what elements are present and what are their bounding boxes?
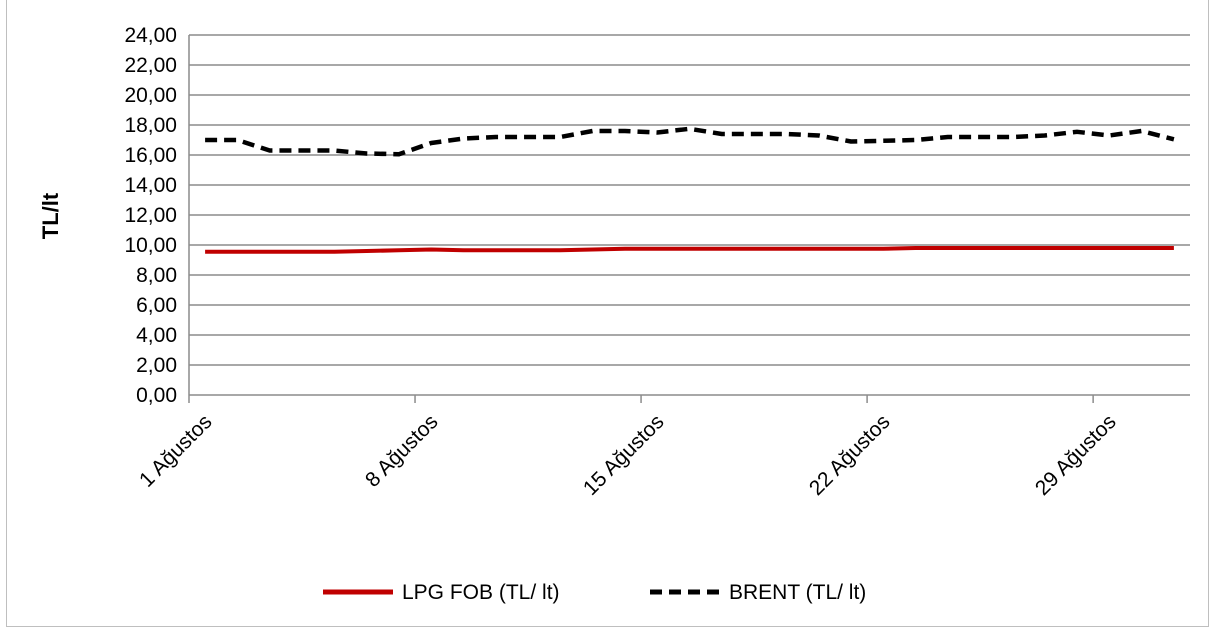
- y-tick-label: 12,00: [124, 204, 177, 227]
- series-line-lpg-fob: [205, 246, 1174, 254]
- y-tick-label: 18,00: [124, 114, 177, 137]
- y-tick-label: 6,00: [136, 294, 177, 317]
- x-tick-labels: 1 Ağustos 8 Ağustos 15 Ağustos 22 Ağustos 29…: [135, 410, 1121, 500]
- legend-label-lpg-fob: LPG FOB (TL/ lt): [402, 581, 560, 604]
- axes: [188, 35, 1190, 403]
- y-tick-label: 2,00: [136, 354, 177, 377]
- x-tick-label: 8 Ağustos: [361, 410, 442, 491]
- y-tick-label: 16,00: [124, 144, 177, 167]
- y-tick-labels: 0,00 2,00 4,00 6,00 8,00 10,00 12,00 14,00 16,00…: [124, 24, 177, 407]
- legend: LPG FOB (TL/ lt) BRENT (TL/ lt): [323, 581, 866, 604]
- y-tick-label: 24,00: [124, 24, 177, 47]
- y-tick-label: 8,00: [136, 264, 177, 287]
- y-axis-label: TL/lt: [38, 192, 63, 239]
- x-tick-label: 22 Ağustos: [805, 410, 895, 500]
- series-lines: [205, 126, 1175, 254]
- y-tick-label: 14,00: [124, 174, 177, 197]
- y-tick-label: 20,00: [124, 84, 177, 107]
- x-tick-label: 15 Ağustos: [579, 410, 669, 500]
- y-tick-label: 22,00: [124, 54, 177, 77]
- x-tick-label: 29 Ağustos: [1031, 410, 1121, 500]
- gridlines: [189, 34, 1190, 366]
- y-tick-label: 0,00: [136, 384, 177, 407]
- y-tick-label: 10,00: [124, 234, 177, 257]
- legend-label-brent: BRENT (TL/ lt): [729, 581, 866, 604]
- x-tick-label: 1 Ağustos: [135, 410, 216, 491]
- series-line-brent: [205, 126, 1175, 157]
- chart-frame: [6, 0, 1209, 627]
- y-tick-label: 4,00: [136, 324, 177, 347]
